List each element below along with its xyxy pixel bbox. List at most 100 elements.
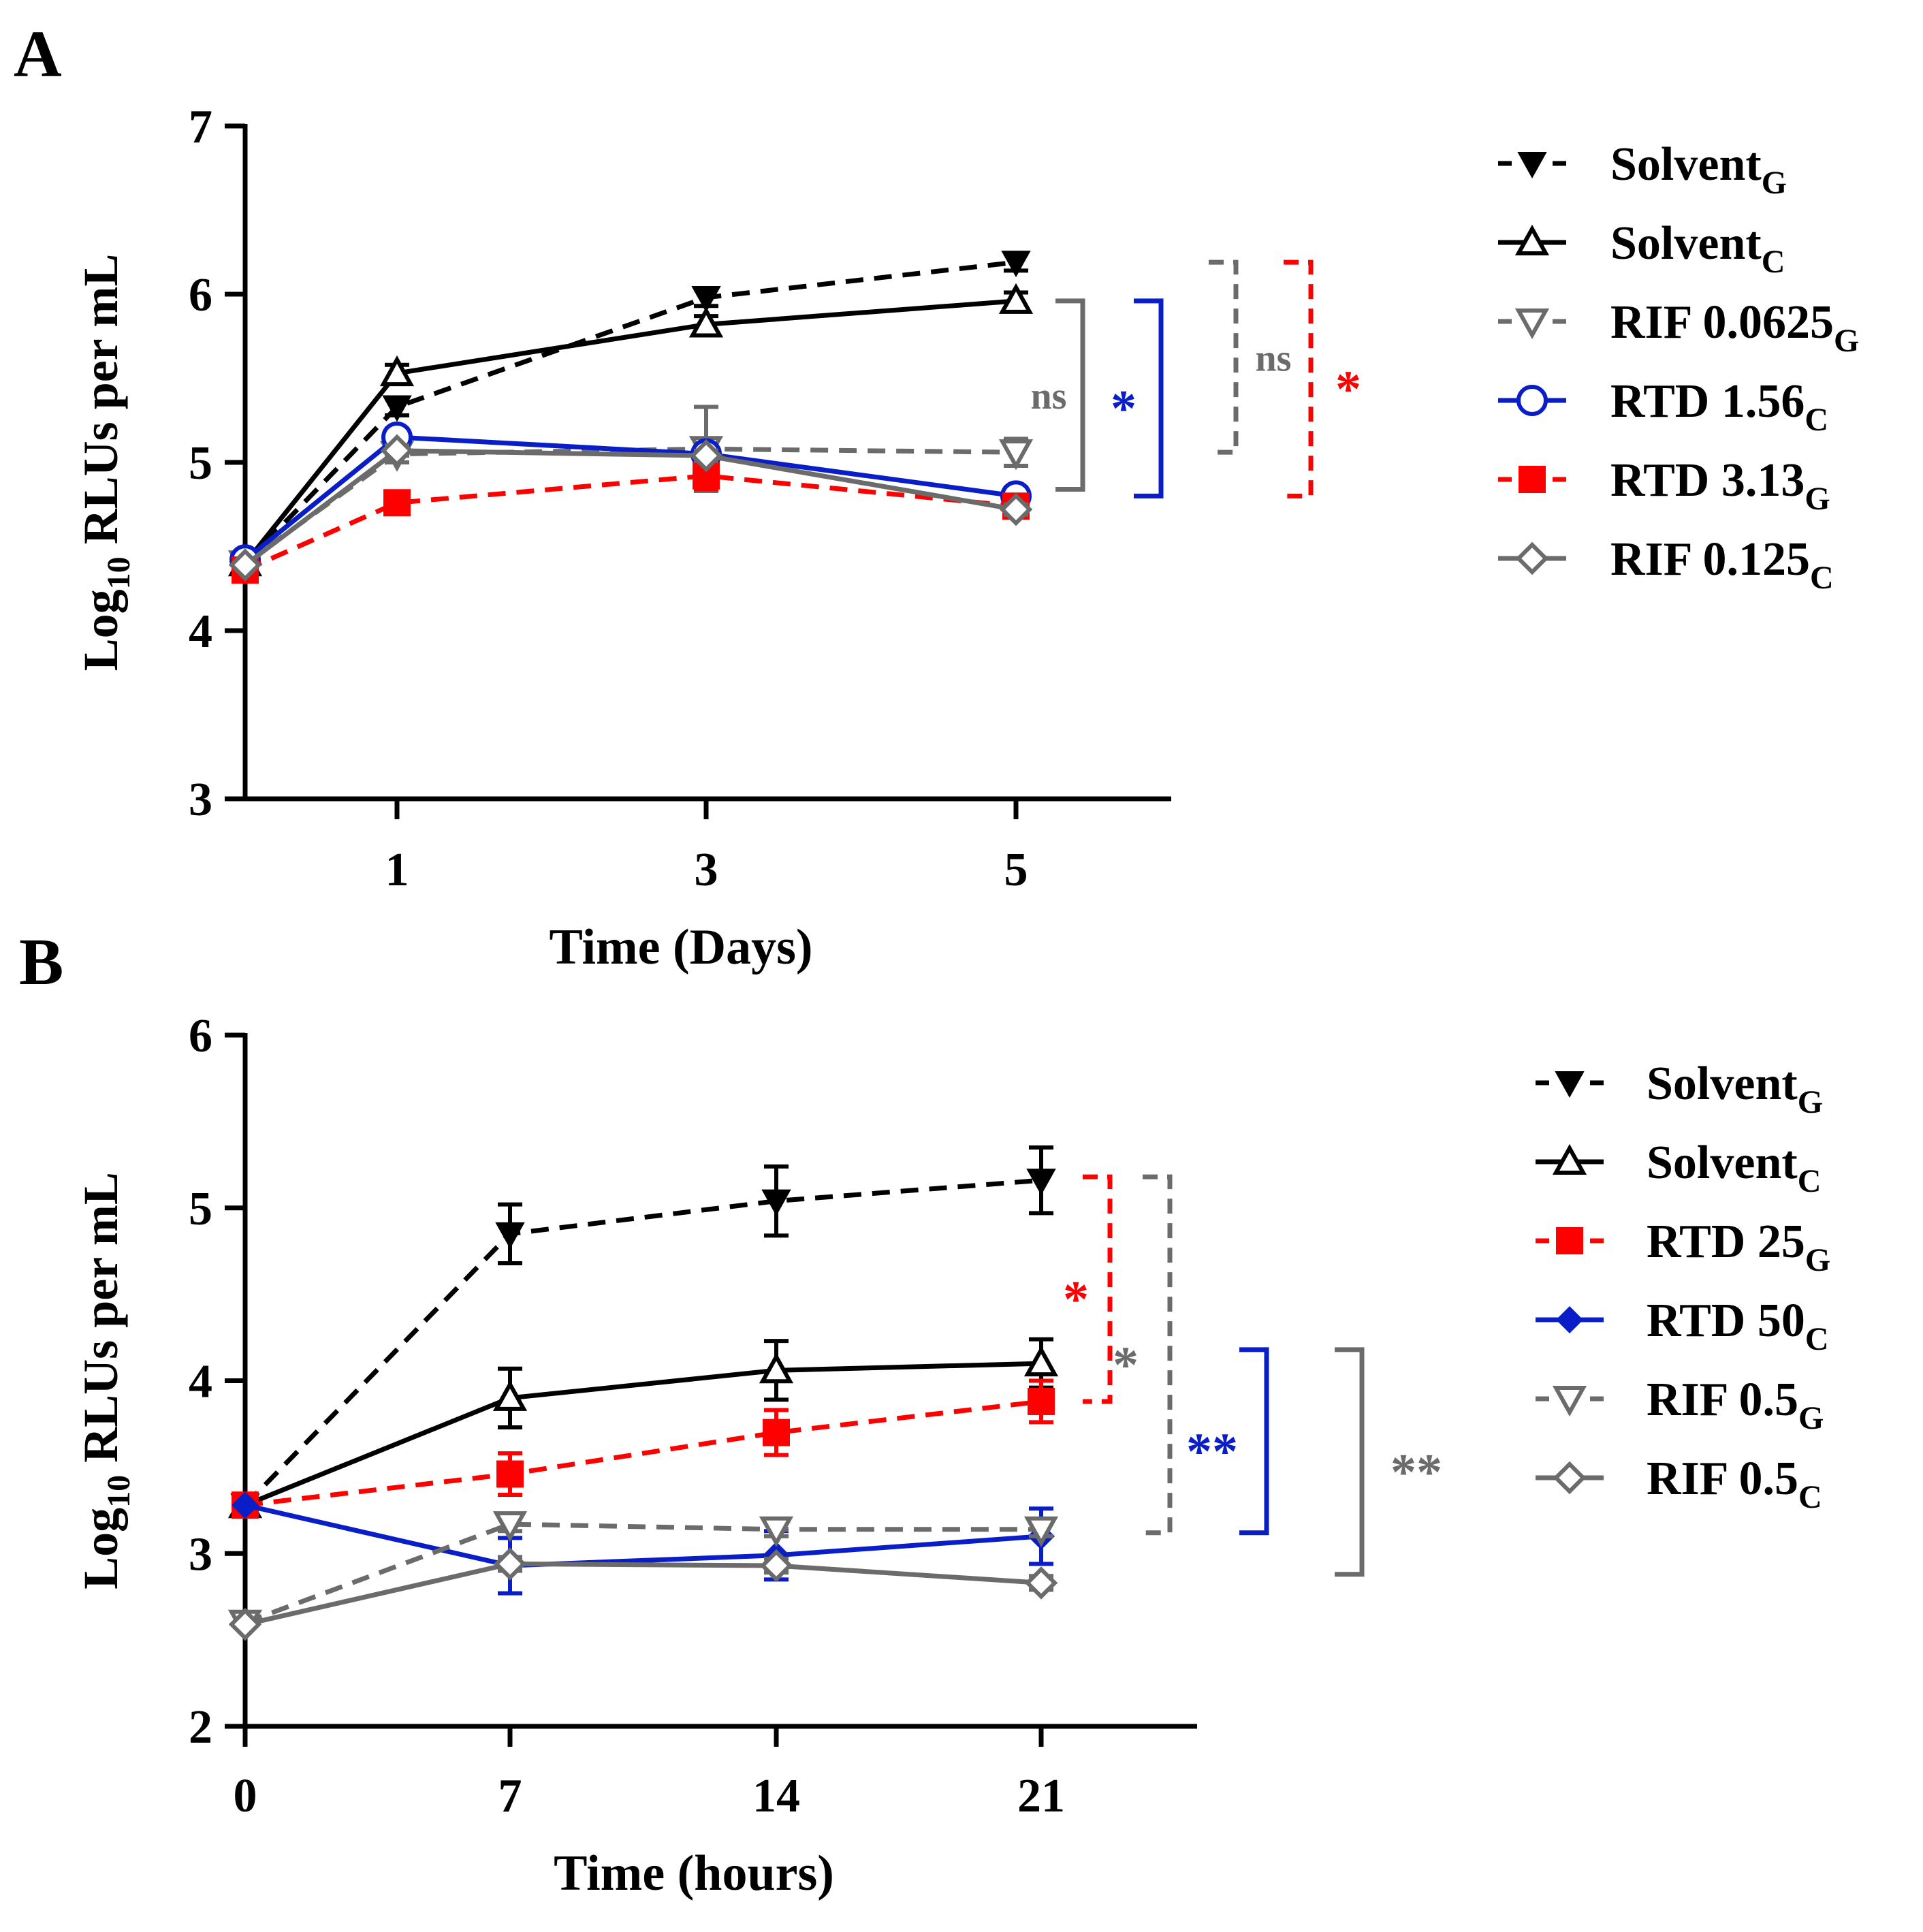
series-line [244,1361,1042,1508]
y-tick-label: 2 [189,1701,212,1754]
legend-item: RIF 0.0625G [1498,296,1859,359]
data-point [1023,1516,1059,1547]
legend-item: RIF 0.5G [1536,1374,1824,1436]
y-tick-label: 7 [189,101,212,153]
data-point [228,1608,262,1641]
significance-bracket: * [1063,1174,1113,1404]
series-solvent-c [227,283,1034,577]
data-point [759,1516,794,1547]
legend-item: RTD 25G [1536,1216,1830,1278]
panel-label: A [14,18,62,91]
y-tick-label: 6 [189,269,212,321]
legend-item: SolventG [1536,1058,1823,1120]
data-point [493,1547,527,1581]
significance-label: ns [1031,375,1067,417]
data-point [492,1380,528,1411]
series-line [243,259,1017,565]
legend-label: SolventG [1610,138,1787,201]
legend-label: SolventC [1610,217,1785,280]
legend-item: RTD 50C [1536,1295,1829,1357]
series-line [244,1521,1041,1626]
legend-label: RIF 0.0625G [1610,296,1859,359]
bracket-line [1143,1174,1173,1536]
y-axis-title: Log10 RLUs per mL [74,254,137,671]
data-point [495,1222,525,1249]
series-line [244,1561,1042,1627]
x-axis-title: Time (Days) [549,919,812,975]
series-rif-0-125-c [228,434,1033,582]
legend-marker [1553,1461,1587,1495]
data-point [761,1189,791,1216]
significance-label: ** [1186,1423,1238,1480]
data-point [763,1419,790,1446]
significance-bracket: ** [1186,1347,1269,1536]
data-point [688,306,724,338]
bracket-line [1209,259,1239,455]
bracket-line [1284,259,1314,498]
series-line [244,1399,1042,1508]
legend-item: RIF 0.125C [1498,533,1834,596]
significance-label: * [1335,361,1361,418]
x-tick-label: 1 [385,844,409,896]
data-point [759,1549,793,1583]
x-tick-label: 14 [752,1770,800,1822]
series-line [243,298,1017,565]
x-tick-label: 0 [234,1770,257,1822]
series-line [243,448,1017,567]
significance-bracket: * [1284,259,1361,498]
series-rtd-1-56-c [229,421,1032,576]
series-rtd-25-g [232,1378,1055,1519]
panel-b: B 2 3 4 5 6 0 7 14 21 Time (hours) Log10 RLUs per m… [19,925,1830,1901]
legend-label: RIF 0.125C [1610,533,1834,596]
legend-label: RTD 50C [1647,1295,1829,1357]
legend-item: SolventG [1498,138,1787,201]
significance-label: * [1113,1336,1139,1393]
data-point [232,1491,259,1519]
legend-marker [1555,1071,1585,1098]
x-tick-label: 21 [1017,1770,1065,1822]
significance-label: ns [1256,338,1292,380]
y-tick-label: 4 [189,1356,212,1408]
data-point [1023,1345,1059,1377]
significance-label: * [1063,1271,1089,1328]
legend-item: SolventC [1498,217,1785,280]
series-line [243,1177,1042,1507]
data-point [1001,251,1031,278]
data-point [496,1460,524,1488]
legend: SolventG SolventC RIF 0.0625G RTD 1.56C RTD … [1498,138,1859,596]
data-point [228,548,262,582]
legend-label: RTD 1.56C [1610,375,1828,438]
significance-bracket: * [1113,1174,1173,1536]
legend-marker [1552,1143,1587,1175]
bracket-line [1083,1174,1113,1404]
data-point [689,439,723,473]
x-tick-label: 3 [695,844,718,896]
legend-label: RTD 25G [1647,1216,1830,1278]
legend-item: RIF 0.5C [1536,1453,1822,1515]
y-tick-label: 3 [189,1528,212,1581]
y-tick-label: 6 [189,1010,212,1062]
legend-label: SolventC [1647,1137,1821,1199]
data-point [382,395,412,422]
significance-label: * [1111,380,1137,437]
significance-label: ** [1390,1444,1442,1501]
bracket-line [1335,1347,1365,1577]
bracket-line [1239,1347,1269,1536]
series-line [244,1502,1042,1568]
bracket-line [1134,298,1164,498]
series-line [244,473,1017,573]
y-tick-label: 5 [189,1183,212,1235]
legend-marker [1556,1306,1583,1333]
y-axis-title: Log10 RLUs per mL [74,1172,137,1589]
y-tick-label: 4 [189,605,212,658]
data-point [998,439,1034,471]
data-point [998,283,1034,314]
data-point [1028,1387,1055,1415]
legend-marker [1514,224,1550,255]
data-point [1026,1169,1056,1196]
data-point [691,285,721,313]
series-solvent-c [227,1337,1059,1519]
legend-marker [1552,1386,1587,1417]
bracket-line [1055,298,1085,492]
